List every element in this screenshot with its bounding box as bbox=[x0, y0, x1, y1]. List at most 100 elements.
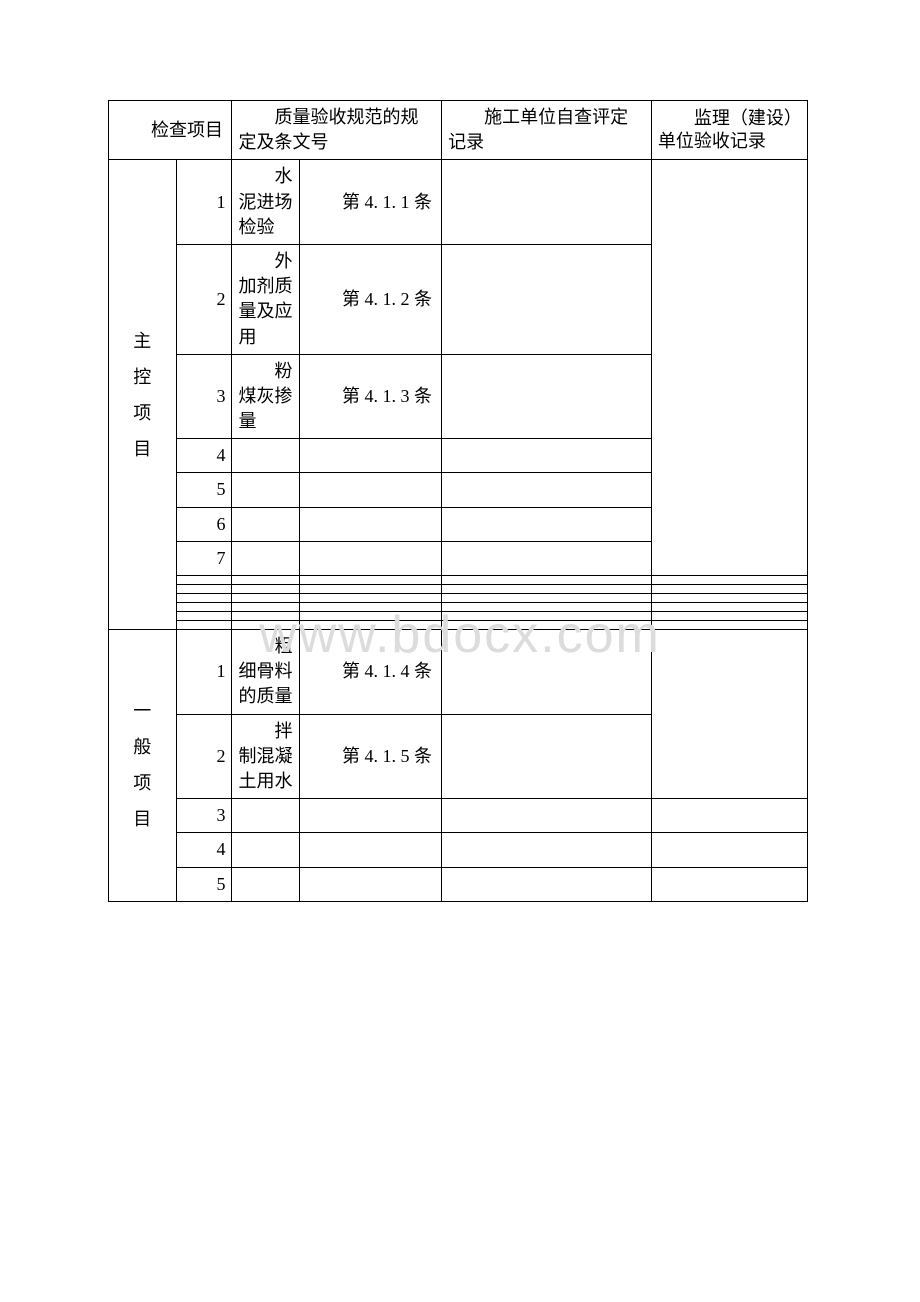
row-clause bbox=[300, 585, 442, 594]
row-num: 2 bbox=[176, 244, 232, 354]
row-self bbox=[442, 630, 652, 715]
row-self bbox=[442, 439, 652, 473]
table-row bbox=[109, 621, 808, 630]
row-name bbox=[232, 507, 300, 541]
section2-supervisor-merged bbox=[651, 630, 807, 799]
row-clause bbox=[300, 867, 442, 901]
row-name bbox=[232, 612, 300, 621]
row-num bbox=[176, 576, 232, 585]
row-name bbox=[232, 621, 300, 630]
row-num: 5 bbox=[176, 473, 232, 507]
row-supervisor bbox=[651, 621, 807, 630]
row-self bbox=[442, 603, 652, 612]
row-num bbox=[176, 603, 232, 612]
row-num: 7 bbox=[176, 541, 232, 575]
row-name bbox=[232, 576, 300, 585]
section2-label-cell: 一般项目 bbox=[109, 630, 177, 902]
row-clause: 第 4. 1. 2 条 bbox=[300, 244, 442, 354]
page-container: 检查项目 质量验收规范的规定及条文号 施工单位自查评定记录 监理（建设）单位验收… bbox=[108, 100, 808, 902]
row-clause bbox=[300, 439, 442, 473]
row-name: 粉煤灰掺量 bbox=[232, 354, 300, 439]
row-name bbox=[232, 439, 300, 473]
row-clause bbox=[300, 576, 442, 585]
row-self bbox=[442, 160, 652, 245]
row-self bbox=[442, 576, 652, 585]
row-name bbox=[232, 585, 300, 594]
row-clause bbox=[300, 594, 442, 603]
row-clause bbox=[300, 473, 442, 507]
row-name bbox=[232, 603, 300, 612]
row-supervisor bbox=[651, 833, 807, 867]
row-num bbox=[176, 612, 232, 621]
table-row bbox=[109, 594, 808, 603]
header-supervisor-text: 监理（建设）单位验收记录 bbox=[658, 107, 801, 154]
header-spec: 质量验收规范的规定及条文号 bbox=[232, 101, 442, 160]
header-check-item: 检查项目 bbox=[109, 101, 232, 160]
row-num: 3 bbox=[176, 354, 232, 439]
table-row: 3 bbox=[109, 799, 808, 833]
table-row bbox=[109, 585, 808, 594]
row-self bbox=[442, 612, 652, 621]
header-self-check: 施工单位自查评定记录 bbox=[442, 101, 652, 160]
header-check-item-text: 检查项目 bbox=[115, 118, 225, 143]
row-self bbox=[442, 799, 652, 833]
row-name bbox=[232, 799, 300, 833]
row-num: 1 bbox=[176, 630, 232, 715]
row-num bbox=[176, 585, 232, 594]
row-name: 粗细骨料的质量 bbox=[232, 630, 300, 715]
row-self bbox=[442, 594, 652, 603]
row-self bbox=[442, 621, 652, 630]
row-num: 2 bbox=[176, 714, 232, 799]
row-clause: 第 4. 1. 1 条 bbox=[300, 160, 442, 245]
row-name bbox=[232, 473, 300, 507]
section1-label-cell: 主控项目 bbox=[109, 160, 177, 630]
row-self bbox=[442, 833, 652, 867]
row-name: 外加剂质量及应用 bbox=[232, 244, 300, 354]
row-self bbox=[442, 473, 652, 507]
row-self bbox=[442, 507, 652, 541]
row-num: 3 bbox=[176, 799, 232, 833]
row-clause bbox=[300, 833, 442, 867]
table-row bbox=[109, 612, 808, 621]
header-supervisor: 监理（建设）单位验收记录 bbox=[651, 101, 807, 160]
table-row: 一般项目 1 粗细骨料的质量 第 4. 1. 4 条 bbox=[109, 630, 808, 715]
header-spec-text: 质量验收规范的规定及条文号 bbox=[238, 105, 435, 155]
row-clause: 第 4. 1. 4 条 bbox=[300, 630, 442, 715]
row-num: 6 bbox=[176, 507, 232, 541]
table-row bbox=[109, 576, 808, 585]
table-row: 主控项目 1 水泥进场检验 第 4. 1. 1 条 bbox=[109, 160, 808, 245]
row-name bbox=[232, 541, 300, 575]
row-num: 1 bbox=[176, 160, 232, 245]
row-supervisor bbox=[651, 585, 807, 594]
row-name: 拌制混凝土用水 bbox=[232, 714, 300, 799]
row-supervisor bbox=[651, 799, 807, 833]
row-self bbox=[442, 354, 652, 439]
row-clause bbox=[300, 541, 442, 575]
row-clause: 第 4. 1. 3 条 bbox=[300, 354, 442, 439]
row-supervisor bbox=[651, 603, 807, 612]
table-row: 4 bbox=[109, 833, 808, 867]
row-supervisor bbox=[651, 867, 807, 901]
row-self bbox=[442, 541, 652, 575]
row-self bbox=[442, 244, 652, 354]
row-num: 4 bbox=[176, 833, 232, 867]
row-clause bbox=[300, 621, 442, 630]
row-supervisor bbox=[651, 594, 807, 603]
header-self-check-text: 施工单位自查评定记录 bbox=[448, 105, 645, 155]
row-clause bbox=[300, 507, 442, 541]
section1-supervisor-merged bbox=[651, 160, 807, 576]
row-num bbox=[176, 594, 232, 603]
table-header-row: 检查项目 质量验收规范的规定及条文号 施工单位自查评定记录 监理（建设）单位验收… bbox=[109, 101, 808, 160]
row-name: 水泥进场检验 bbox=[232, 160, 300, 245]
table-row bbox=[109, 603, 808, 612]
row-supervisor bbox=[651, 612, 807, 621]
row-clause bbox=[300, 612, 442, 621]
row-self bbox=[442, 867, 652, 901]
row-name bbox=[232, 833, 300, 867]
row-self bbox=[442, 714, 652, 799]
row-name bbox=[232, 867, 300, 901]
row-clause bbox=[300, 603, 442, 612]
row-supervisor bbox=[651, 576, 807, 585]
row-self bbox=[442, 585, 652, 594]
row-num: 4 bbox=[176, 439, 232, 473]
